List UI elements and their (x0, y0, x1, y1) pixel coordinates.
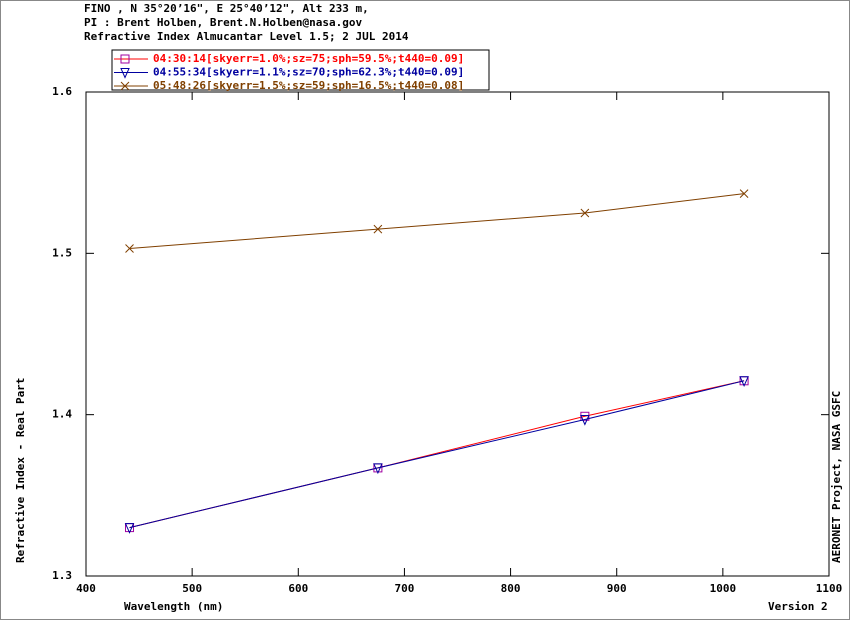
x-tick-label: 1100 (816, 582, 843, 595)
marker (373, 224, 383, 234)
x-tick-label: 500 (182, 582, 202, 595)
y-axis-label: Refractive Index - Real Part (14, 378, 27, 563)
legend-marker (120, 68, 130, 79)
title-line: Refractive Index Almucantar Level 1.5; 2… (84, 30, 409, 43)
marker (739, 189, 749, 198)
marker (125, 244, 134, 253)
title-line: PI : Brent Holben, Brent.N.Holben@nasa.g… (84, 16, 363, 29)
x-axis-label: Wavelength (nm) (124, 600, 223, 613)
y-tick-label: 1.3 (52, 569, 72, 582)
series-line (129, 193, 745, 249)
marker (580, 415, 590, 426)
legend-box (111, 49, 490, 91)
x-tick-label: 800 (501, 582, 521, 595)
x-tick-label: 600 (288, 582, 308, 595)
x-tick-label: 700 (394, 582, 414, 595)
y-tick-label: 1.6 (52, 85, 72, 98)
series-line (129, 380, 745, 529)
legend-label: 04:30:14[skyerr=1.0%;sz=75;sph=59.5%;t44… (153, 52, 464, 65)
right-label: AERONET Project, NASA GSFC (830, 391, 843, 563)
marker (124, 523, 135, 534)
legend-label: 04:55:34[skyerr=1.1%;sz=70;sph=62.3%;t44… (153, 66, 464, 79)
x-tick-label: 400 (76, 582, 96, 595)
legend-label: 05:48:26[skyerr=1.5%;sz=59;sph=16.5%;t44… (153, 79, 464, 92)
y-tick-label: 1.5 (52, 246, 72, 259)
marker (373, 463, 383, 475)
x-tick-label: 1000 (710, 582, 737, 595)
legend-marker (120, 81, 130, 91)
plot-area (85, 91, 830, 577)
marker (739, 376, 749, 388)
y-tick-label: 1.4 (52, 408, 72, 421)
title-line: FINO , N 35°20’16", E 25°40’12", Alt 233… (84, 2, 369, 15)
x-tick-label: 900 (607, 582, 627, 595)
marker (580, 208, 590, 218)
footer: Version 2 (768, 600, 828, 613)
legend-marker (120, 54, 130, 64)
